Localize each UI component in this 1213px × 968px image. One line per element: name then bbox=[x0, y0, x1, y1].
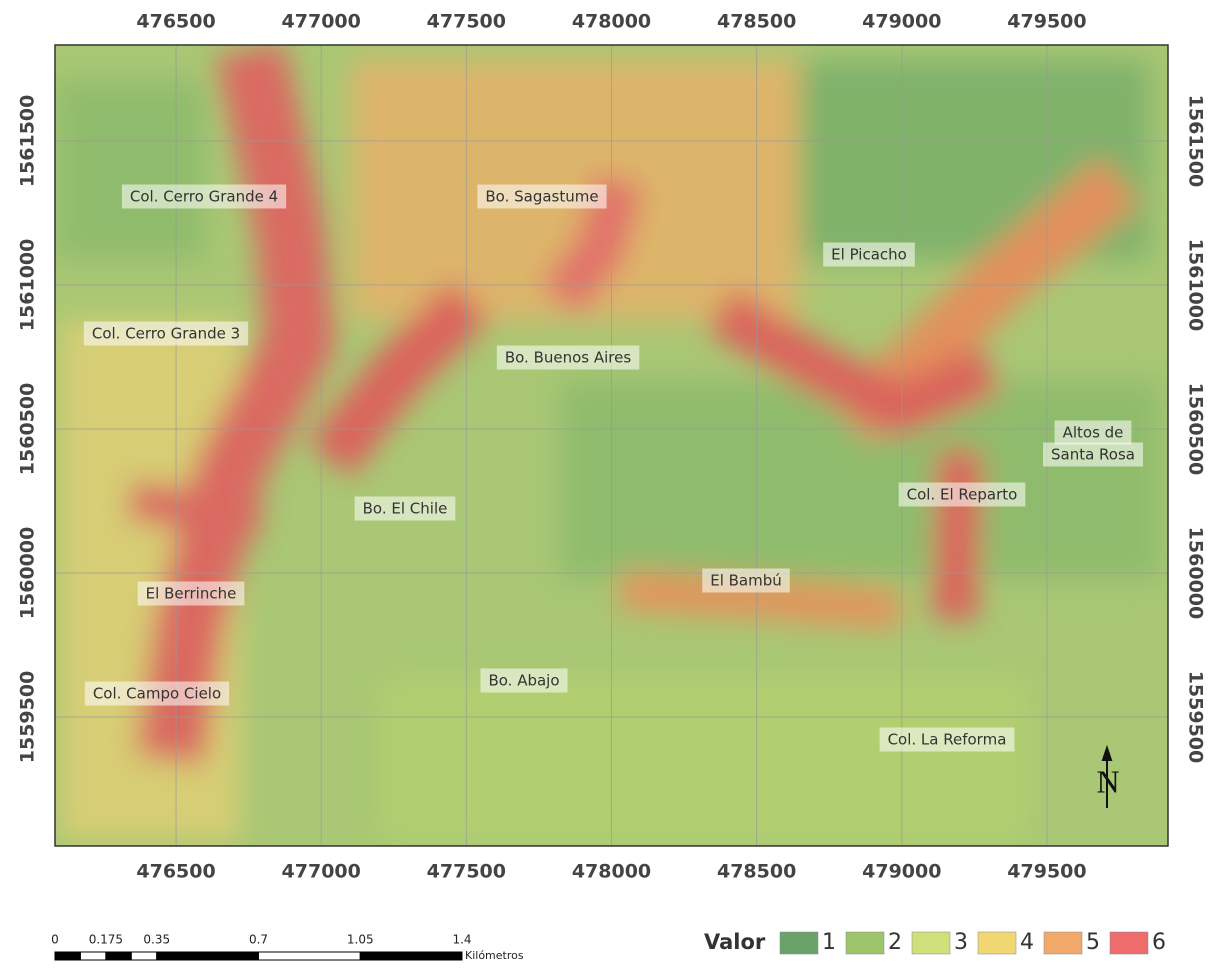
y-tick-label: 1559500 bbox=[17, 671, 39, 764]
y-tick-label: 1561500 bbox=[1185, 95, 1207, 188]
legend-swatch bbox=[1044, 932, 1082, 954]
x-tick-label: 478000 bbox=[572, 11, 651, 33]
map-page: Col. Cerro Grande 4 Bo. Sagastume El Picac… bbox=[0, 0, 1213, 964]
x-tick-label: 477000 bbox=[282, 11, 361, 33]
scale-bar-label: 0.7 bbox=[249, 933, 268, 947]
scale-bar-segment bbox=[157, 952, 259, 960]
y-tick-label: 1560500 bbox=[1185, 383, 1207, 476]
legend-swatch bbox=[846, 932, 884, 954]
legend-swatch bbox=[1110, 932, 1148, 954]
scale-bar-segment bbox=[80, 952, 105, 960]
north-label: N bbox=[1096, 763, 1119, 799]
y-tick-label: 1560500 bbox=[17, 383, 39, 476]
legend-label: 5 bbox=[1086, 930, 1100, 955]
place-label: Col. Cerro Grande 4 bbox=[130, 188, 278, 206]
y-tick-label: 1561000 bbox=[1185, 239, 1207, 332]
scale-bar-label: 0.175 bbox=[89, 933, 123, 947]
legend-label: 6 bbox=[1152, 930, 1166, 955]
legend-title: Valor bbox=[704, 930, 766, 954]
x-tick-label: 478500 bbox=[717, 11, 796, 33]
y-tick-label: 1560000 bbox=[1185, 527, 1207, 620]
legend-label: 4 bbox=[1020, 930, 1034, 955]
place-label: Col. Campo Cielo bbox=[93, 685, 221, 703]
x-tick-label: 479500 bbox=[1007, 11, 1086, 33]
place-label: El Berrinche bbox=[146, 585, 237, 603]
x-tick-label: 476500 bbox=[136, 11, 215, 33]
place-label: Col. Cerro Grande 3 bbox=[92, 325, 240, 343]
y-tick-label: 1560000 bbox=[17, 527, 39, 620]
scale-bar-segment bbox=[106, 952, 131, 960]
place-label: Altos de bbox=[1063, 424, 1124, 442]
x-tick-label: 477500 bbox=[427, 861, 506, 883]
scale-bar-segment bbox=[259, 952, 361, 960]
place-label: Bo. El Chile bbox=[363, 500, 448, 518]
x-tick-label: 479500 bbox=[1007, 861, 1086, 883]
y-tick-label: 1559500 bbox=[1185, 671, 1207, 764]
scale-bar-label: 1.4 bbox=[452, 933, 471, 947]
x-tick-label: 479000 bbox=[862, 861, 941, 883]
place-label: Bo. Buenos Aires bbox=[505, 349, 632, 367]
place-label: Col. La Reforma bbox=[888, 731, 1007, 749]
scale-bar-unit: Kilómetros bbox=[465, 949, 524, 962]
legend-label: 3 bbox=[954, 930, 968, 955]
x-tick-label: 477000 bbox=[282, 861, 361, 883]
legend-label: 1 bbox=[822, 930, 836, 955]
legend-swatch bbox=[912, 932, 950, 954]
legend-swatch bbox=[978, 932, 1016, 954]
place-label: Col. El Reparto bbox=[907, 486, 1018, 504]
scale-bar-label: 1.05 bbox=[347, 933, 374, 947]
scale-bar-segment bbox=[55, 952, 80, 960]
x-tick-label: 478000 bbox=[572, 861, 651, 883]
place-label: El Bambú bbox=[710, 572, 782, 590]
place-label: Santa Rosa bbox=[1051, 446, 1135, 464]
scale-bar-label: 0.35 bbox=[143, 933, 170, 947]
place-label: Bo. Sagastume bbox=[485, 188, 598, 206]
scale-bar-segment bbox=[131, 952, 156, 960]
legend-swatch bbox=[780, 932, 818, 954]
y-tick-label: 1561500 bbox=[17, 95, 39, 188]
y-tick-label: 1561000 bbox=[17, 239, 39, 332]
legend-label: 2 bbox=[888, 930, 902, 955]
place-label: Bo. Abajo bbox=[488, 672, 559, 690]
x-tick-label: 478500 bbox=[717, 861, 796, 883]
scale-bar-segment bbox=[360, 952, 462, 960]
place-label: El Picacho bbox=[831, 246, 907, 264]
x-tick-label: 477500 bbox=[427, 11, 506, 33]
x-tick-label: 476500 bbox=[136, 861, 215, 883]
x-tick-label: 479000 bbox=[862, 11, 941, 33]
scale-bar-label: 0 bbox=[51, 933, 59, 947]
